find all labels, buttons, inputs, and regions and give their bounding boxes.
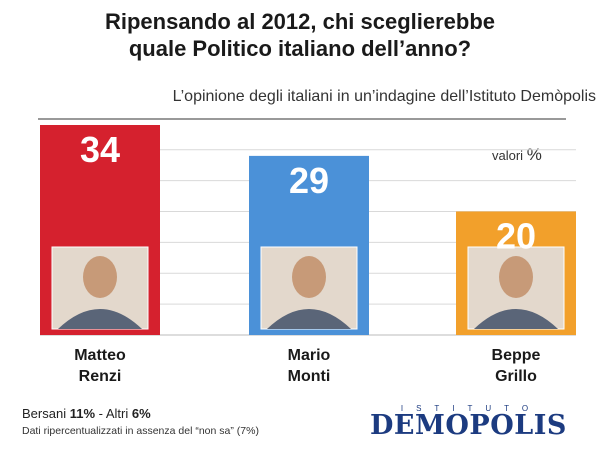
altri-label: Altri: [105, 406, 129, 421]
category-label: Beppe: [492, 347, 541, 364]
portrait-face: [292, 256, 326, 298]
category-label: Matteo: [74, 347, 126, 364]
portrait-shoulders: [267, 309, 351, 329]
header-divider: [38, 118, 566, 120]
category-label: Monti: [288, 368, 331, 385]
bersani-label: Bersani: [22, 406, 67, 421]
bar-value-label: 34: [80, 129, 120, 170]
unit-text: valori: [492, 148, 524, 163]
category-label: Mario: [288, 347, 331, 364]
footnote-note: Dati ripercentualizzati in assenza del “…: [22, 425, 259, 437]
bar-value-label: 20: [496, 215, 536, 256]
chart-title: Ripensando al 2012, chi sceglierebbe qua…: [0, 8, 600, 62]
category-label: Renzi: [79, 368, 122, 385]
altri-value: 6%: [131, 406, 151, 421]
title-line-1: Ripensando al 2012, chi sceglierebbe: [104, 9, 496, 34]
footnote-separator: -: [95, 406, 106, 421]
title-line-2: quale Politico italiano dell’anno?: [128, 36, 472, 61]
category-label: Grillo: [495, 368, 537, 385]
logo-main-text: DEMOPOLIS: [370, 410, 567, 441]
footnote-others: Bersani 11% - Altri 6%: [22, 406, 151, 421]
bar-chart: 34 Matteo Renzi 29 Mario Monti 20 Beppe Grillo: [40, 125, 576, 385]
portrait-shoulders: [474, 309, 558, 329]
demopolis-logo: ISTITUTO DEMOPOLIS: [370, 404, 570, 446]
portrait-face: [83, 256, 117, 298]
portrait-shoulders: [58, 309, 142, 329]
logo-top-text: ISTITUTO: [400, 404, 542, 413]
bar-value-label: 29: [289, 160, 329, 201]
portrait-face: [499, 256, 533, 298]
bersani-value: 11%: [69, 406, 96, 421]
chart-subtitle: L’opinione degli italiani in un’indagine…: [172, 88, 596, 105]
